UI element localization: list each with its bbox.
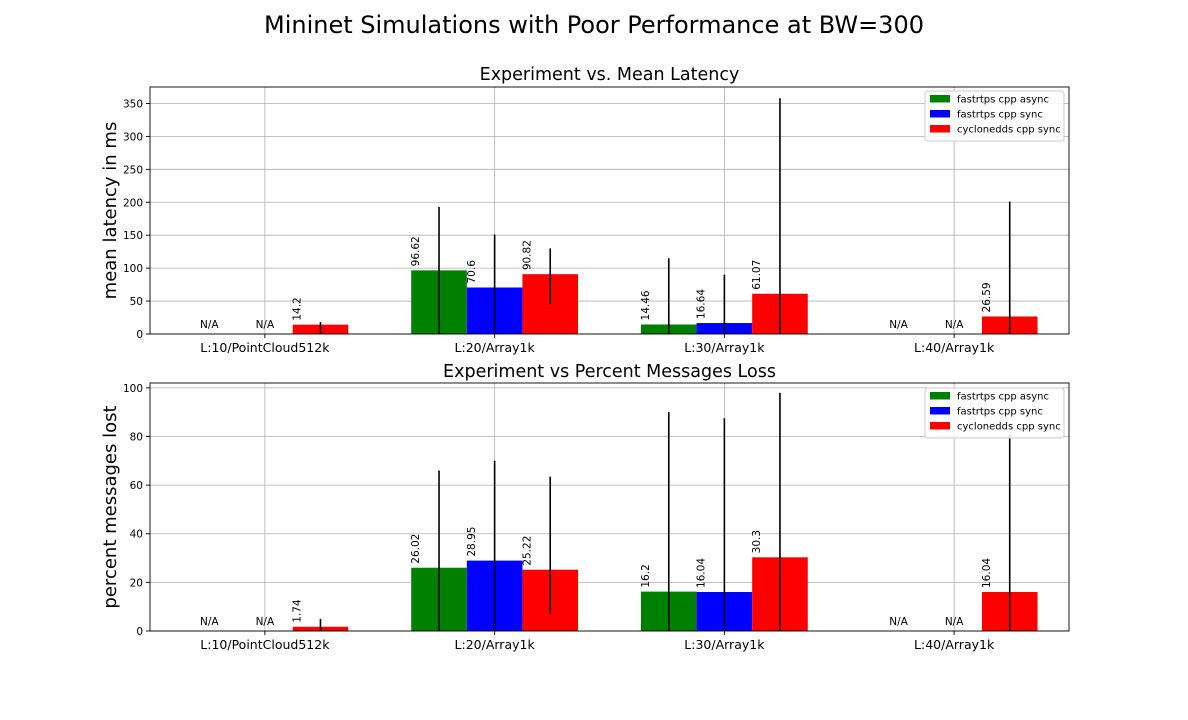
- legend: fastrtps cpp async fastrtps cpp sync cyclo…: [924, 90, 1065, 142]
- bar-value-label: 16.64: [696, 289, 708, 319]
- y-tick-label: 60: [130, 480, 143, 492]
- bar-na-label: N/A: [889, 616, 908, 628]
- plot-frame: [149, 382, 1070, 632]
- x-tick-label: L:40/Array1k: [914, 340, 995, 355]
- legend-swatch: [930, 110, 950, 118]
- y-tick-label: 40: [130, 529, 143, 541]
- y-tick-label: 350: [123, 98, 143, 110]
- y-tick-label: 300: [123, 131, 143, 143]
- x-tick-label: L:40/Array1k: [914, 637, 995, 652]
- bar-value-label: 26.02: [410, 534, 422, 564]
- legend-entry: cyclonedds cpp sync: [957, 125, 1061, 136]
- bar-value-label: 14.2: [292, 297, 304, 320]
- plot-area: [150, 87, 1069, 334]
- loss-chart: N/A 26.02 16.2 N/A N/A 28.95 16.04 N/A 1.74 25.22…: [100, 362, 1070, 652]
- bar-value-label: 1.74: [292, 599, 304, 623]
- y-tick-label: 200: [123, 197, 143, 209]
- y-tick-label: 150: [123, 230, 143, 242]
- bar-value-label: 14.46: [640, 290, 652, 320]
- bar-na-label: N/A: [945, 319, 964, 331]
- bar-value-label: 96.62: [410, 236, 422, 266]
- legend-swatch: [930, 95, 950, 103]
- figure-title: Mininet Simulations with Poor Performanc…: [264, 11, 924, 39]
- bar-na-label: N/A: [256, 616, 275, 628]
- bar-value-label: 61.07: [751, 260, 763, 290]
- y-tick-label: 0: [136, 329, 143, 341]
- plot-area: [150, 383, 1069, 631]
- bar-na-label: N/A: [889, 319, 908, 331]
- x-tick-label: L:30/Array1k: [684, 637, 765, 652]
- x-tick-label: L:20/Array1k: [455, 637, 536, 652]
- y-axis-label: percent messages lost: [100, 405, 121, 608]
- bar-na-label: N/A: [256, 319, 275, 331]
- legend-entry: cyclonedds cpp sync: [957, 422, 1061, 433]
- bar-na-label: N/A: [200, 319, 219, 331]
- legend-entry: fastrtps cpp async: [957, 392, 1049, 403]
- legend-swatch: [930, 422, 950, 430]
- bar-value-label: 16.2: [640, 564, 652, 587]
- legend-box: [924, 90, 1065, 142]
- legend-box: [924, 387, 1065, 439]
- legend-swatch: [930, 125, 950, 133]
- bar-value-label: 30.3: [751, 530, 763, 553]
- bar-value-label: 16.04: [981, 558, 993, 588]
- legend-swatch: [930, 407, 950, 415]
- bar-value-label: 70.6: [466, 260, 478, 284]
- legend-entry: fastrtps cpp sync: [957, 407, 1043, 418]
- y-tick-label: 20: [130, 577, 143, 589]
- bar-value-label: 28.95: [466, 527, 478, 557]
- bar-value-label: 26.59: [981, 282, 993, 312]
- y-tick-label: 100: [123, 383, 143, 395]
- bar-na-label: N/A: [200, 616, 219, 628]
- y-tick-label: 0: [136, 626, 143, 638]
- chart-title: Experiment vs Percent Messages Loss: [443, 362, 776, 382]
- legend: fastrtps cpp async fastrtps cpp sync cyclo…: [924, 387, 1065, 439]
- x-tick-label: L:10/PointCloud512k: [200, 637, 330, 652]
- y-tick-label: 250: [123, 164, 143, 176]
- chart-title: Experiment vs. Mean Latency: [480, 65, 740, 85]
- y-tick-label: 100: [123, 263, 143, 275]
- plot-frame: [149, 86, 1070, 335]
- latency-chart: N/A 96.62 14.46 N/A N/A 70.6 16.64 N/A 14.2 90.82…: [100, 65, 1070, 355]
- x-tick-label: L:20/Array1k: [455, 340, 536, 355]
- bar-na-label: N/A: [945, 616, 964, 628]
- bar-value-label: 16.04: [696, 558, 708, 588]
- legend-swatch: [930, 392, 950, 400]
- bar-value-label: 25.22: [521, 536, 533, 566]
- x-tick-label: L:30/Array1k: [684, 340, 765, 355]
- x-tick-label: L:10/PointCloud512k: [200, 340, 330, 355]
- legend-entry: fastrtps cpp sync: [957, 110, 1043, 121]
- bar-value-label: 90.82: [521, 240, 533, 270]
- y-axis-label: mean latency in ms: [100, 122, 121, 300]
- y-tick-label: 80: [130, 431, 143, 443]
- y-tick-label: 50: [130, 296, 143, 308]
- legend-entry: fastrtps cpp async: [957, 95, 1049, 106]
